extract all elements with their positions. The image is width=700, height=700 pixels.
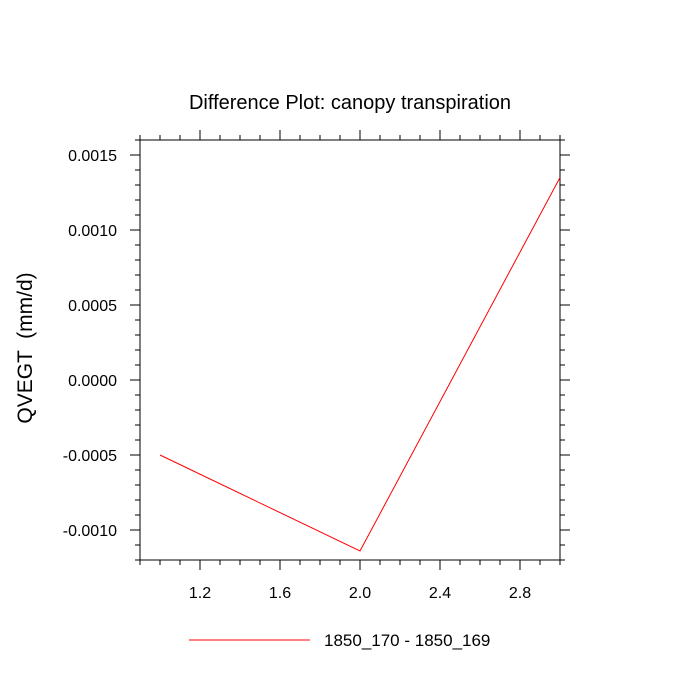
plot-frame [139,139,561,561]
series-line [159,177,561,552]
x-tick-label: 1.2 [189,585,211,602]
y-tick-label: 0.0010 [68,223,117,240]
y-tick-label: 0.0000 [68,373,117,390]
legend-label: 1850_170 - 1850_169 [324,631,490,650]
series-layer [159,177,561,552]
x-tick-label: 2.4 [429,585,451,602]
y-tick-label: -0.0005 [63,448,117,465]
y-tick-label: 0.0005 [68,298,117,315]
x-tick-label: 2.0 [349,585,371,602]
legend: 1850_170 - 1850_169 [189,631,490,650]
plot-axes: 1.2 1.6 2.0 2.4 2.8 -0.0010 -0.0005 0.0000 0.000… [63,130,570,602]
chart-title: Difference Plot: canopy transpiration [189,92,511,114]
y-tick-label: 0.0015 [68,148,117,165]
y-axis-label: QVEGT (mm/d) [14,272,37,423]
x-tick-label: 2.8 [509,585,531,602]
y-tick-label: -0.0010 [63,523,117,540]
x-tick-label: 1.6 [269,585,291,602]
